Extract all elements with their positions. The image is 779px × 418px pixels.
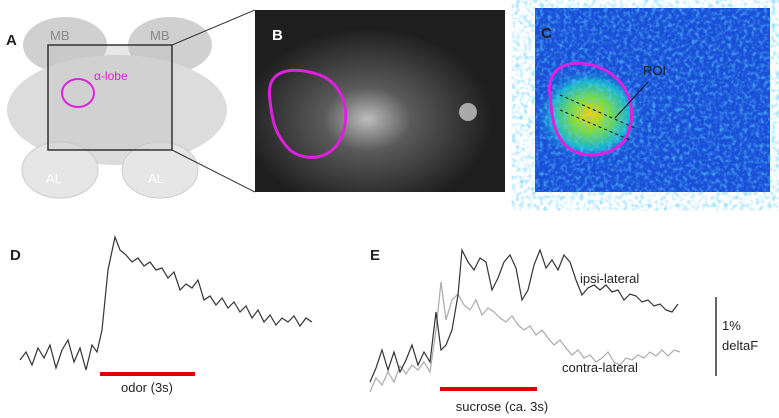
stimulus-label: sucrose (ca. 3s) xyxy=(456,399,548,414)
panel-e: E sucrose (ca. 3s) ipsi-lateral contra-l… xyxy=(370,247,758,414)
heatmap-noise xyxy=(535,8,770,192)
scale-value: 1% xyxy=(722,318,741,333)
al-label: AL xyxy=(148,171,164,186)
ipsi-label: ipsi-lateral xyxy=(580,271,639,286)
panel-d: D odor (3s) xyxy=(10,237,312,395)
panel-label: A xyxy=(6,32,17,49)
panel-a: A MB MB α-lobe AL AL xyxy=(6,10,255,198)
lobe-label: α-lobe xyxy=(94,69,128,83)
panel-label: E xyxy=(370,247,380,264)
mb-label: MB xyxy=(150,28,170,43)
contra-trace xyxy=(370,282,680,392)
trace xyxy=(20,237,312,370)
mb-label: MB xyxy=(50,28,70,43)
panel-b: B xyxy=(255,10,505,192)
panel-label: D xyxy=(10,247,21,264)
zoom-box xyxy=(48,45,172,150)
panel-label: C xyxy=(541,25,552,42)
panel-c: C ROI xyxy=(535,8,770,192)
al-label: AL xyxy=(46,171,62,186)
bright-spot xyxy=(459,103,477,121)
scale-unit: deltaF xyxy=(722,338,758,353)
contra-label: contra-lateral xyxy=(562,360,638,375)
fluorescence-image xyxy=(255,10,505,192)
roi-label: ROI xyxy=(643,63,666,78)
stimulus-label: odor (3s) xyxy=(121,380,173,395)
figure: A MB MB α-lobe AL AL B C ROI D odor (3s)… xyxy=(0,0,779,418)
panel-label: B xyxy=(272,27,283,44)
